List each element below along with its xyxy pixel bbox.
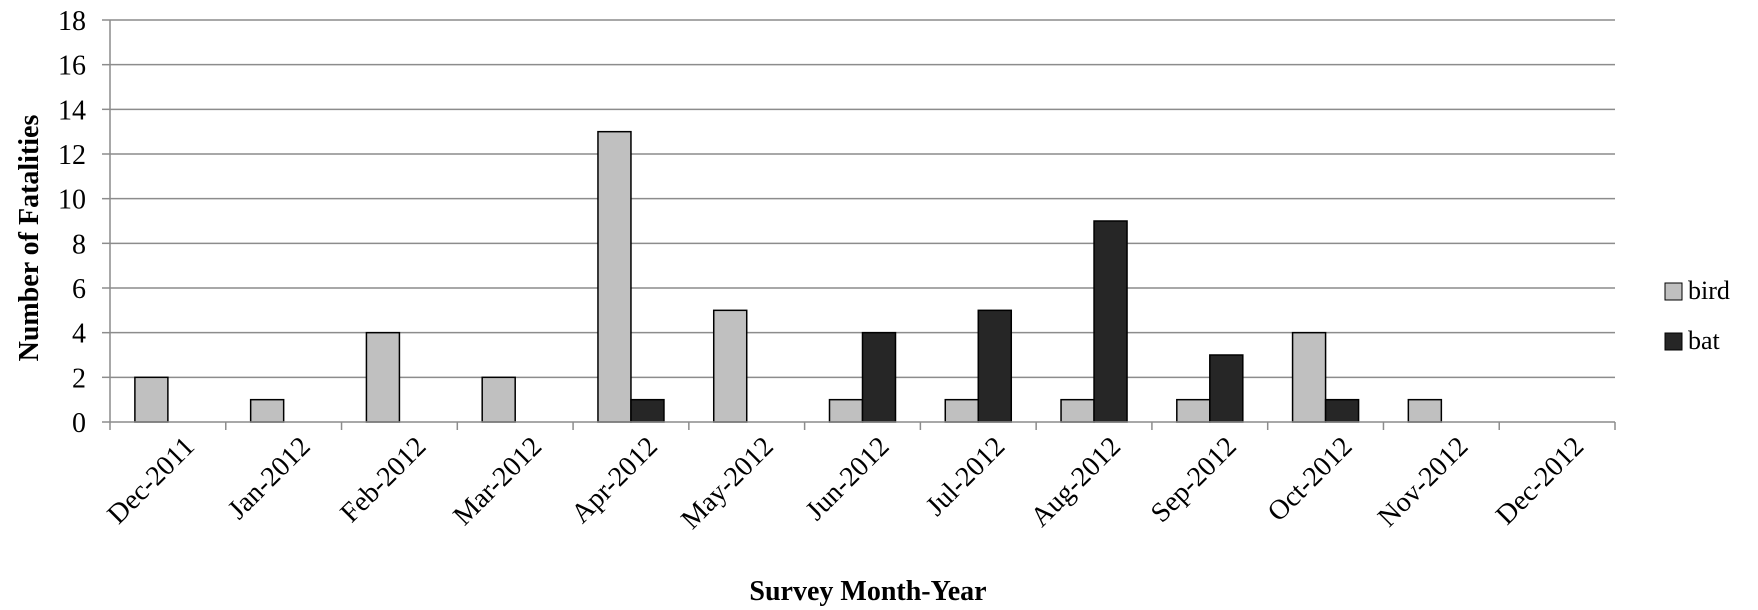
legend-label-bat: bat bbox=[1688, 326, 1721, 355]
bar-bird-Sep-2012 bbox=[1176, 398, 1211, 423]
gridlines bbox=[110, 19, 1615, 379]
bar-bird-Dec-2011 bbox=[134, 376, 169, 423]
bar-bat-Aug-2012 bbox=[1093, 220, 1128, 423]
legend-swatch-bird bbox=[1664, 282, 1683, 301]
bar-bat-Oct-2012 bbox=[1324, 398, 1360, 423]
x-tick-label: Sep-2012 bbox=[1145, 431, 1243, 529]
bar-bird-Jan-2012 bbox=[249, 398, 285, 423]
x-tick-label: Mar-2012 bbox=[447, 431, 548, 532]
bar-bird-Mar-2012 bbox=[481, 376, 516, 423]
y-tick-label: 14 bbox=[58, 95, 86, 126]
bar-bird-May-2012 bbox=[712, 309, 748, 423]
y-axis-title: Number of Fatalities bbox=[14, 115, 45, 362]
x-tick-label: May-2012 bbox=[675, 431, 779, 535]
bar-bat-Apr-2012 bbox=[630, 398, 665, 423]
legend-label-bird: bird bbox=[1688, 276, 1730, 305]
x-tick-label: Dec-2012 bbox=[1490, 431, 1590, 531]
bar-bird-Jun-2012 bbox=[828, 398, 864, 423]
bar-bird-Feb-2012 bbox=[365, 331, 401, 423]
y-tick-label: 18 bbox=[58, 6, 86, 37]
y-tick-label: 4 bbox=[72, 319, 86, 350]
x-tick-label: Oct-2012 bbox=[1262, 431, 1359, 528]
bar-bird-Jul-2012 bbox=[944, 398, 980, 423]
bar-bat-Jul-2012 bbox=[977, 309, 1013, 423]
bars bbox=[134, 130, 1443, 423]
bar-bird-Oct-2012 bbox=[1291, 331, 1327, 423]
x-tick-label: Jun-2012 bbox=[800, 431, 896, 527]
y-tick-label: 16 bbox=[58, 51, 86, 82]
x-tick-label: Jul-2012 bbox=[920, 431, 1011, 522]
y-tick-label: 2 bbox=[72, 363, 86, 394]
axes bbox=[109, 20, 1615, 423]
x-tick-label: Nov-2012 bbox=[1372, 431, 1474, 533]
legend-swatch-bat bbox=[1664, 332, 1683, 351]
bar-bat-Jun-2012 bbox=[861, 331, 897, 423]
x-tick-label: Aug-2012 bbox=[1025, 431, 1127, 533]
x-tick-label: Feb-2012 bbox=[335, 431, 433, 529]
x-axis-title: Survey Month-Year bbox=[749, 576, 986, 607]
bar-bird-Aug-2012 bbox=[1060, 398, 1095, 423]
y-tick-label: 8 bbox=[72, 229, 86, 260]
x-axis-ticks: Dec-2011 Jan-2012 Feb-2012 Mar-2012 Apr-2012… bbox=[102, 422, 1616, 535]
y-axis-ticks: 0 2 4 6 8 10 12 14 16 18 bbox=[58, 6, 110, 439]
x-tick-label: Dec-2011 bbox=[102, 431, 201, 530]
bar-bird-Apr-2012 bbox=[597, 130, 632, 423]
y-tick-label: 10 bbox=[58, 185, 86, 216]
x-tick-label: Jan-2012 bbox=[222, 431, 317, 526]
legend: bird bat bbox=[1664, 276, 1730, 355]
y-tick-label: 6 bbox=[72, 274, 86, 305]
bar-bat-Sep-2012 bbox=[1209, 354, 1244, 423]
bar-bird-Nov-2012 bbox=[1407, 398, 1443, 423]
y-tick-label: 12 bbox=[58, 140, 86, 171]
x-tick-label: Apr-2012 bbox=[565, 431, 664, 530]
y-tick-label: 0 bbox=[72, 408, 86, 439]
